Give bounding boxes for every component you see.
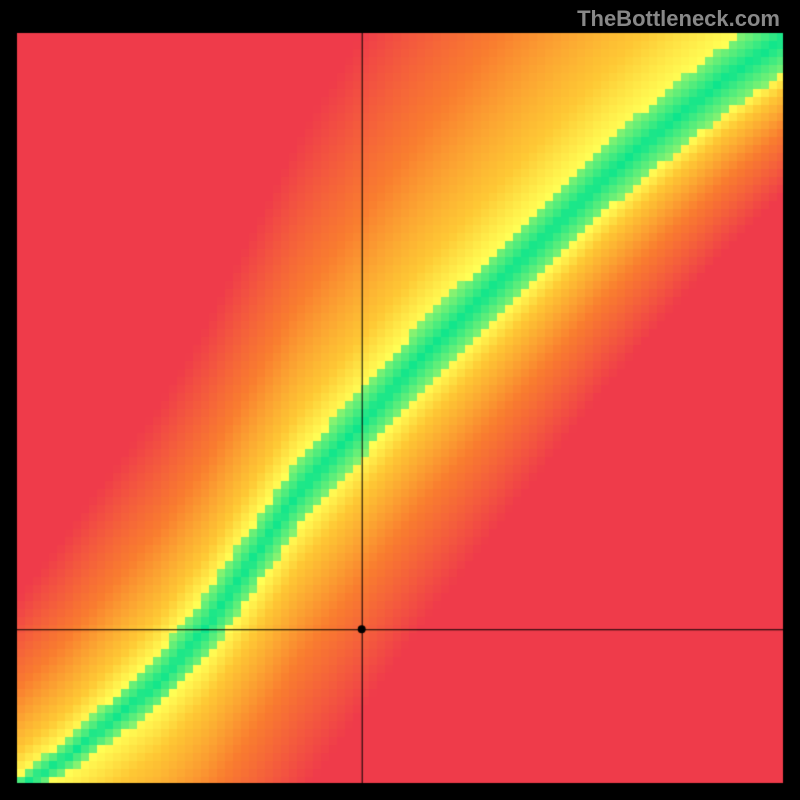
chart-container: TheBottleneck.com [0,0,800,800]
bottleneck-heatmap-canvas [0,0,800,800]
watermark-label: TheBottleneck.com [577,6,780,32]
